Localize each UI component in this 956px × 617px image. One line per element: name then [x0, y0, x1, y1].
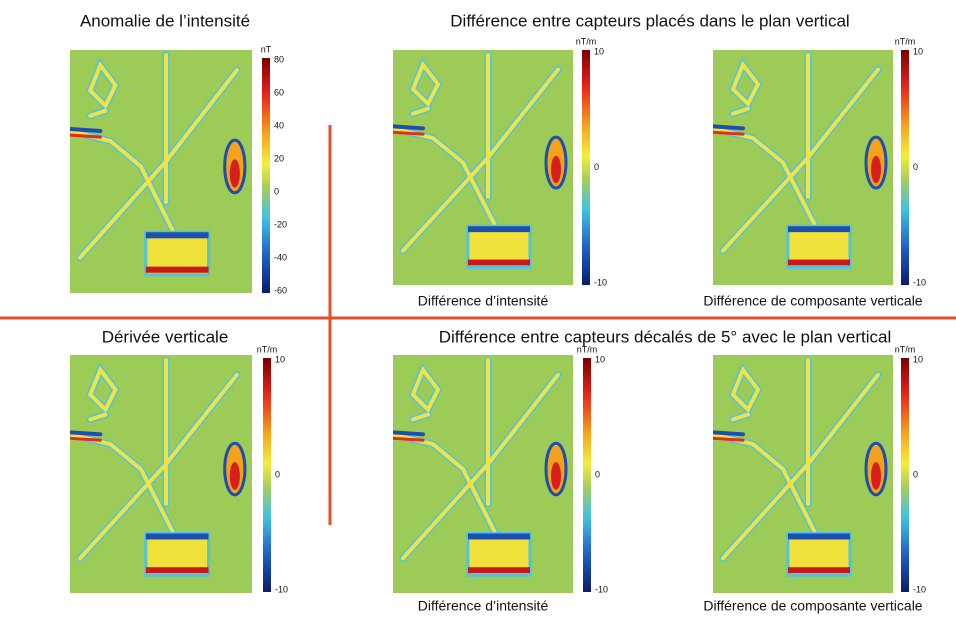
colorbar-tick: 10: [913, 354, 923, 364]
map-image: [713, 50, 893, 285]
map-image: [713, 355, 893, 593]
colorbar: [901, 358, 909, 592]
colorbar-unit: nT/m: [895, 344, 916, 354]
colorbar-unit: nT: [261, 44, 272, 54]
map-image: [70, 50, 252, 293]
colorbar-tick: 0: [275, 469, 280, 479]
colorbar-unit: nT/m: [257, 344, 278, 354]
colorbar-tick: -10: [913, 584, 926, 594]
colorbar-unit: nT/m: [576, 36, 597, 46]
caption: Différence d’intensité: [418, 598, 549, 614]
colorbar: [582, 50, 590, 285]
colorbar-tick: 60: [274, 87, 284, 97]
colorbar: [262, 58, 270, 293]
title: Différence entre capteurs décalés de 5° …: [439, 327, 892, 346]
colorbar-tick: -60: [274, 285, 287, 295]
caption: Différence de composante verticale: [703, 293, 922, 309]
colorbar-tick: 40: [274, 120, 284, 130]
colorbar-unit: nT/m: [895, 36, 916, 46]
title: Dérivée verticale: [102, 327, 229, 346]
colorbar-tick: 10: [275, 354, 285, 364]
colorbar: [263, 358, 271, 592]
colorbar-tick: -10: [594, 277, 607, 287]
colorbar-tick: -20: [274, 219, 287, 229]
colorbar-tick: 10: [594, 46, 604, 56]
map-image: [393, 355, 573, 593]
colorbar: [583, 358, 591, 592]
colorbar-tick: 10: [595, 354, 605, 364]
caption: Différence de composante verticale: [703, 598, 922, 614]
title: Anomalie de l’intensité: [80, 11, 250, 30]
colorbar-tick: 0: [594, 162, 599, 172]
colorbar-tick: -10: [275, 584, 288, 594]
colorbar-tick: 0: [913, 162, 918, 172]
colorbar-tick: 80: [274, 54, 284, 64]
colorbar: [901, 50, 909, 285]
title: Différence entre capteurs placés dans le…: [450, 11, 849, 30]
colorbar-tick: -10: [595, 584, 608, 594]
colorbar-tick: 0: [913, 469, 918, 479]
caption: Différence d’intensité: [418, 293, 549, 309]
map-image: [393, 50, 573, 285]
colorbar-tick: 20: [274, 153, 284, 163]
colorbar-unit: nT/m: [577, 344, 598, 354]
colorbar-tick: 10: [913, 46, 923, 56]
colorbar-tick: 0: [595, 469, 600, 479]
map-image: [70, 355, 252, 593]
colorbar-tick: 0: [274, 186, 279, 196]
colorbar-tick: -10: [913, 277, 926, 287]
colorbar-tick: -40: [274, 252, 287, 262]
